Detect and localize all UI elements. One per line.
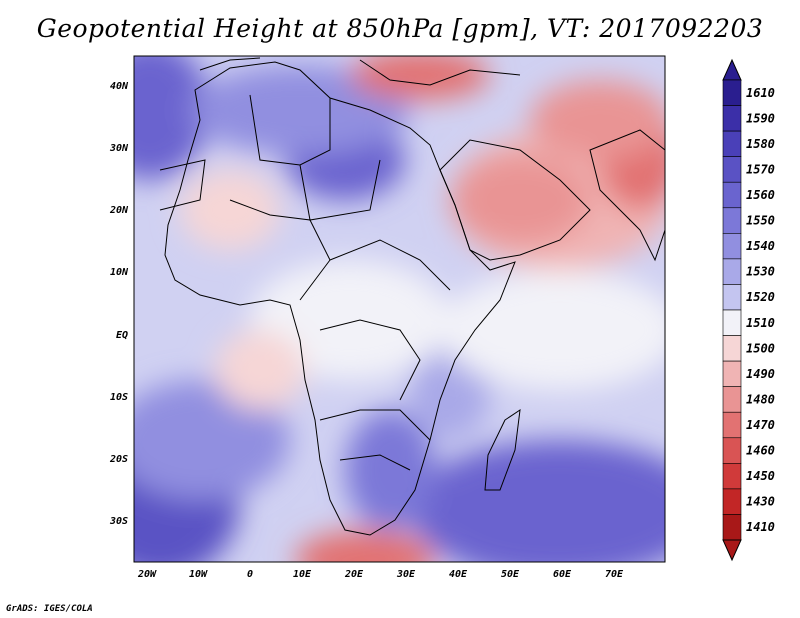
colorbar-label-1510: 1510 (746, 316, 775, 330)
colorbar-label-1490: 1490 (746, 367, 775, 381)
colorbar-label-1530: 1530 (746, 265, 775, 279)
lon-axis: 20W 10W 0 10E 20E 30E 40E 50E 60E 70E (137, 569, 624, 580)
colorbar-swatch-1540 (722, 233, 742, 260)
colorbar-swatch-1580 (722, 130, 742, 157)
colorbar-label-1480: 1480 (746, 392, 775, 406)
lat-axis: 40N 30N 20N 10N EQ 10S 20S 30S (109, 81, 129, 527)
lon-label-20W: 20W (137, 569, 157, 580)
lon-label-10W: 10W (189, 569, 208, 580)
lon-label-0: 0 (247, 569, 253, 580)
colorbar-swatch-1470 (722, 411, 742, 439)
colorbar-swatch-1610 (722, 79, 742, 106)
colorbar-swatch-1490 (722, 360, 742, 387)
colorbar-swatch-1590 (722, 105, 742, 132)
lat-label-EQ: EQ (116, 330, 128, 341)
colorbar-label-1550: 1550 (746, 214, 775, 228)
colorbar-swatch-1520 (722, 284, 742, 311)
lon-label-50E: 50E (501, 569, 520, 580)
footer-credit: GrADS: IGES/COLA (6, 604, 93, 614)
colorbar: 1610 1590 1580 1570 1560 1550 1540 1530 1520 1510… (722, 58, 775, 562)
lat-label-10S: 10S (110, 392, 128, 403)
colorbar-swatch-1570 (722, 156, 742, 183)
lon-label-10E: 10E (293, 569, 312, 580)
colorbar-swatch-1460 (722, 437, 742, 464)
colorbar-swatch-1450 (722, 463, 742, 490)
colorbar-label-1590: 1590 (746, 111, 775, 125)
colorbar-top-arrow (722, 58, 742, 81)
colorbar-label-1560: 1560 (746, 188, 775, 202)
lon-label-20E: 20E (344, 569, 364, 580)
lat-label-20N: 20N (109, 205, 129, 216)
lat-label-40N: 40N (110, 81, 129, 92)
colorbar-label-1520: 1520 (746, 290, 775, 304)
colorbar-label-1580: 1580 (746, 137, 775, 151)
colorbar-swatch-1430 (722, 488, 742, 515)
colorbar-label-1460: 1460 (746, 444, 775, 458)
colorbar-swatch-1480 (722, 386, 742, 413)
colorbar-swatch-1500 (722, 335, 742, 362)
colorbar-label-1540: 1540 (746, 239, 775, 253)
plot-frame (133, 55, 666, 563)
lat-label-30N: 30N (109, 143, 129, 154)
colorbar-swatch-1560 (722, 181, 742, 209)
lat-label-20S: 20S (109, 454, 128, 465)
colorbar-swatch-1410 (722, 514, 742, 541)
colorbar-label-1470: 1470 (746, 418, 775, 432)
colorbar-label-1500: 1500 (746, 341, 775, 355)
colorbar-label-1570: 1570 (746, 162, 775, 176)
colorbar-label-1430: 1430 (746, 495, 775, 509)
colorbar-swatch-1530 (722, 258, 742, 285)
colorbar-bottom-arrow (722, 539, 742, 562)
colorbar-label-1410: 1410 (746, 520, 775, 534)
colorbar-label-1450: 1450 (746, 469, 775, 483)
lon-label-70E: 70E (605, 569, 624, 580)
map-title: Geopotential Height at 850hPa [gpm], VT:… (36, 14, 764, 43)
coastlines (159, 57, 665, 536)
height-field (134, 56, 665, 562)
colorbar-swatch-1510 (722, 309, 742, 336)
lon-label-30E: 30E (396, 569, 416, 580)
lat-label-30S: 30S (109, 516, 128, 527)
lon-label-40E: 40E (449, 569, 468, 580)
lon-label-60E: 60E (553, 569, 572, 580)
colorbar-swatch-1550 (722, 207, 742, 234)
colorbar-label-1610: 1610 (746, 86, 775, 100)
lat-label-10N: 10N (110, 267, 129, 278)
